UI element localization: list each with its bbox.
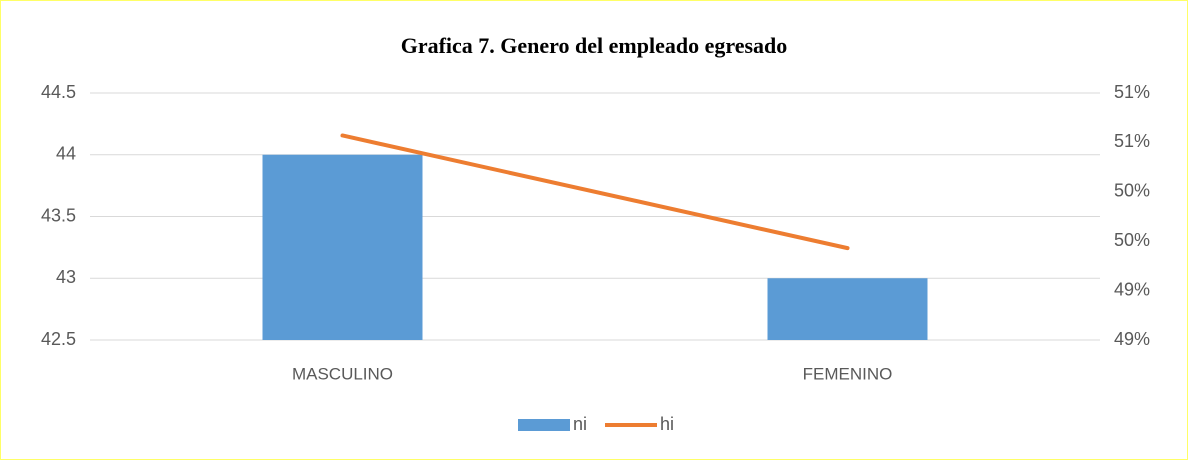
x-tick-label: FEMENINO xyxy=(803,364,893,383)
line-series xyxy=(340,133,850,251)
chart-title: Grafica 7. Genero del empleado egresado xyxy=(401,33,788,58)
y-tick-label: 44.5 xyxy=(41,82,76,102)
legend-label: hi xyxy=(660,414,674,434)
y-tick-label: 42.5 xyxy=(41,329,76,349)
y2-tick-label: 50% xyxy=(1114,181,1150,201)
bar xyxy=(767,278,928,340)
y2-tick-label: 50% xyxy=(1114,230,1150,250)
y-tick-label: 43.5 xyxy=(41,205,76,225)
bar xyxy=(262,154,423,340)
y2-tick-label: 49% xyxy=(1114,279,1150,299)
y2-tick-label: 51% xyxy=(1114,82,1150,102)
legend-swatch xyxy=(518,419,570,431)
y-tick-label: 44 xyxy=(56,144,76,164)
x-tick-label: MASCULINO xyxy=(292,364,393,383)
legend-label: ni xyxy=(573,414,587,434)
y-tick-label: 43 xyxy=(56,267,76,287)
y2-tick-label: 51% xyxy=(1114,131,1150,151)
y2-tick-label: 49% xyxy=(1114,329,1150,349)
